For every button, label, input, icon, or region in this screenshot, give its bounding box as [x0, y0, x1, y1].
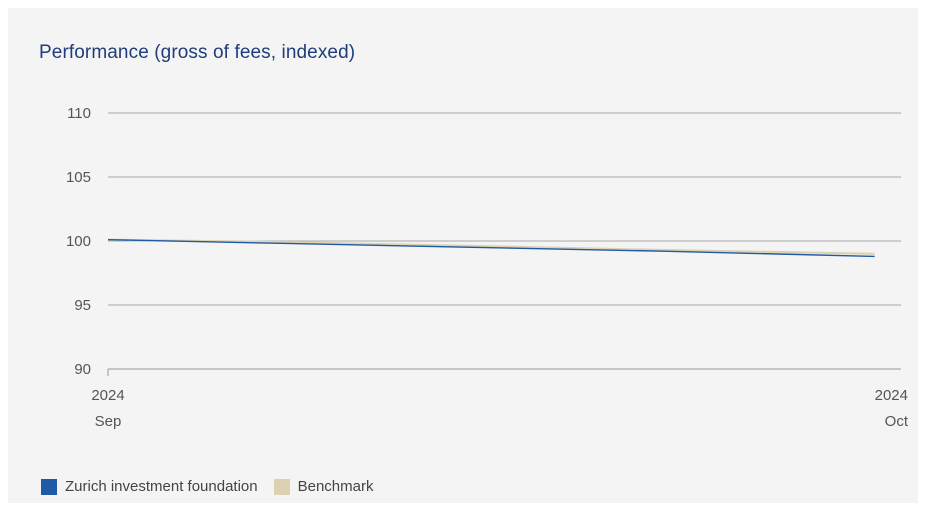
- chart-title: Performance (gross of fees, indexed): [39, 42, 356, 63]
- x-tick-year-end: 2024: [875, 387, 908, 404]
- x-tick-month-start: Sep: [95, 413, 122, 430]
- y-tick-label-100: 100: [66, 233, 91, 250]
- legend-item-benchmark[interactable]: Benchmark: [273, 478, 374, 495]
- legend-label-zurich: Zurich investment foundation: [65, 478, 258, 495]
- y-tick-label-105: 105: [66, 169, 91, 186]
- x-tick-month-end: Oct: [885, 413, 909, 430]
- legend-swatch-zurich: [41, 478, 57, 495]
- series-line-zurich: [107, 239, 875, 258]
- y-tick-label-90: 90: [74, 361, 91, 378]
- legend-swatch-benchmark: [273, 478, 290, 495]
- y-tick-label-95: 95: [74, 297, 91, 314]
- legend-label-benchmark: Benchmark: [297, 478, 374, 495]
- series-line-benchmark: [107, 238, 875, 255]
- legend-item-zurich[interactable]: Zurich investment foundation: [41, 478, 258, 495]
- y-tick-label-110: 110: [67, 105, 91, 122]
- chart-panel: Performance (gross of fees, indexed) 110…: [8, 8, 918, 503]
- x-tick-year-start: 2024: [91, 387, 124, 404]
- chart-legend: Zurich investment foundation Benchmark: [41, 478, 389, 495]
